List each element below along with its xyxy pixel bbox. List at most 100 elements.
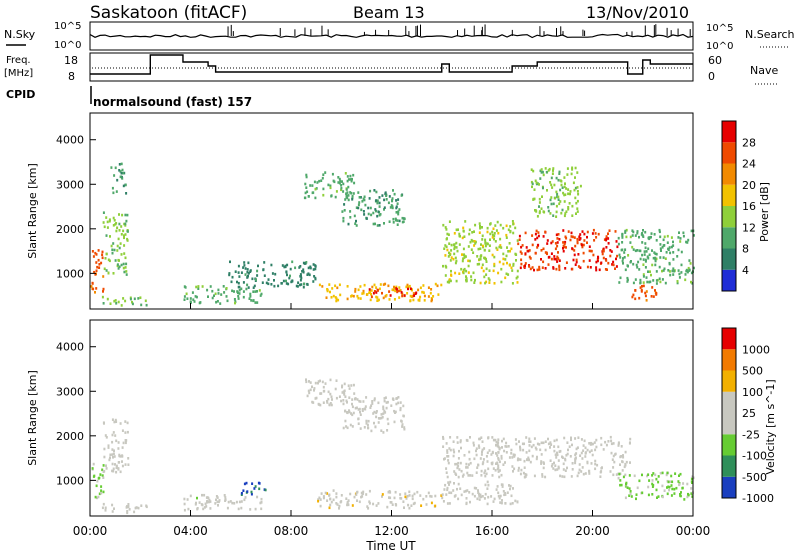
- scatter-cell: [237, 507, 240, 511]
- scatter-cell: [595, 236, 598, 239]
- scatter-cell: [125, 262, 128, 266]
- scatter-cell: [647, 247, 650, 251]
- scatter-cell: [602, 249, 605, 253]
- scatter-cell: [654, 289, 656, 292]
- scatter-cell: [564, 457, 567, 461]
- scatter-cell: [449, 253, 452, 256]
- scatter-cell: [513, 453, 516, 457]
- scatter-cell: [558, 268, 561, 272]
- scatter-cell: [460, 267, 463, 271]
- scatter-cell: [359, 427, 362, 430]
- scatter-cell: [123, 244, 126, 247]
- scatter-cell: [677, 236, 680, 239]
- scatter-cell: [386, 417, 389, 421]
- scatter-cell: [461, 236, 464, 240]
- scatter-cell: [497, 231, 500, 235]
- scatter-cell: [306, 282, 309, 286]
- scatter-cell: [565, 246, 567, 249]
- scatter-cell: [654, 263, 657, 267]
- scatter-cell: [478, 437, 481, 441]
- time-axis-label: Time UT: [365, 539, 416, 553]
- scatter-cell: [583, 439, 586, 443]
- scatter-cell: [395, 218, 397, 222]
- scatter-cell: [366, 505, 369, 508]
- scatter-cell: [611, 263, 614, 266]
- scatter-cell: [469, 436, 471, 439]
- scatter-cell: [346, 179, 349, 183]
- scatter-cell: [556, 195, 559, 199]
- scatter-cell: [305, 173, 308, 177]
- scatter-cell: [634, 289, 637, 292]
- scatter-cell: [121, 446, 124, 449]
- scatter-cell: [370, 404, 373, 407]
- scatter-cell: [645, 250, 648, 253]
- scatter-cell: [559, 474, 562, 478]
- scatter-cell: [400, 194, 403, 197]
- velocity-scatter: [91, 378, 695, 515]
- scatter-cell: [109, 302, 112, 305]
- scatter-cell: [480, 469, 483, 473]
- scatter-cell: [376, 201, 379, 205]
- colorbar-swatch: [722, 184, 736, 206]
- scatter-cell: [365, 396, 368, 399]
- scatter-cell: [578, 235, 581, 239]
- scatter-cell: [404, 495, 407, 499]
- scatter-cell: [377, 421, 380, 424]
- scatter-cell: [444, 244, 447, 247]
- scatter-cell: [378, 201, 381, 205]
- scatter-cell: [359, 196, 362, 199]
- scatter-cell: [453, 482, 455, 485]
- scatter-cell: [345, 195, 348, 199]
- scatter-cell: [641, 241, 644, 244]
- scatter-cell: [480, 243, 482, 246]
- scatter-cell: [303, 262, 306, 265]
- scatter-cell: [678, 276, 681, 279]
- scatter-cell: [657, 480, 660, 484]
- scatter-cell: [634, 297, 637, 301]
- scatter-cell: [196, 507, 199, 510]
- scatter-cell: [91, 250, 94, 253]
- scatter-cell: [497, 470, 500, 473]
- scatter-cell: [505, 233, 508, 237]
- scatter-cell: [217, 288, 220, 292]
- scatter-cell: [570, 235, 573, 238]
- scatter-cell: [400, 291, 403, 294]
- scatter-cell: [621, 259, 624, 263]
- scatter-cell: [126, 510, 129, 513]
- scatter-cell: [563, 436, 566, 440]
- scatter-cell: [256, 495, 259, 499]
- scatter-cell: [644, 258, 647, 262]
- scatter-cell: [384, 191, 387, 194]
- scatter-cell: [412, 292, 415, 295]
- scatter-cell: [351, 504, 354, 507]
- scatter-cell: [207, 295, 209, 298]
- scatter-cell: [453, 232, 456, 235]
- scatter-cell: [461, 253, 463, 256]
- scatter-cell: [399, 406, 402, 410]
- scatter-cell: [393, 420, 396, 424]
- scatter-cell: [338, 395, 341, 398]
- scatter-cell: [517, 458, 520, 461]
- scatter-cell: [553, 449, 556, 453]
- scatter-cell: [655, 282, 658, 285]
- scatter-cell: [396, 202, 399, 205]
- scatter-cell: [119, 242, 122, 245]
- scatter-cell: [124, 420, 127, 423]
- scatter-cell: [552, 167, 555, 170]
- scatter-cell: [327, 390, 330, 394]
- scatter-cell: [363, 407, 366, 411]
- scatter-cell: [479, 457, 482, 460]
- scatter-cell: [558, 259, 561, 262]
- scatter-cell: [240, 506, 243, 510]
- scatter-cell: [647, 270, 649, 273]
- scatter-cell: [590, 441, 592, 445]
- scatter-cell: [463, 454, 466, 457]
- scatter-cell: [115, 190, 118, 193]
- scatter-cell: [555, 438, 558, 442]
- scatter-cell: [564, 267, 567, 270]
- scatter-cell: [341, 210, 344, 213]
- scatter-cell: [458, 232, 461, 236]
- scatter-cell: [661, 484, 664, 488]
- scatter-cell: [634, 234, 637, 237]
- scatter-cell: [677, 248, 680, 252]
